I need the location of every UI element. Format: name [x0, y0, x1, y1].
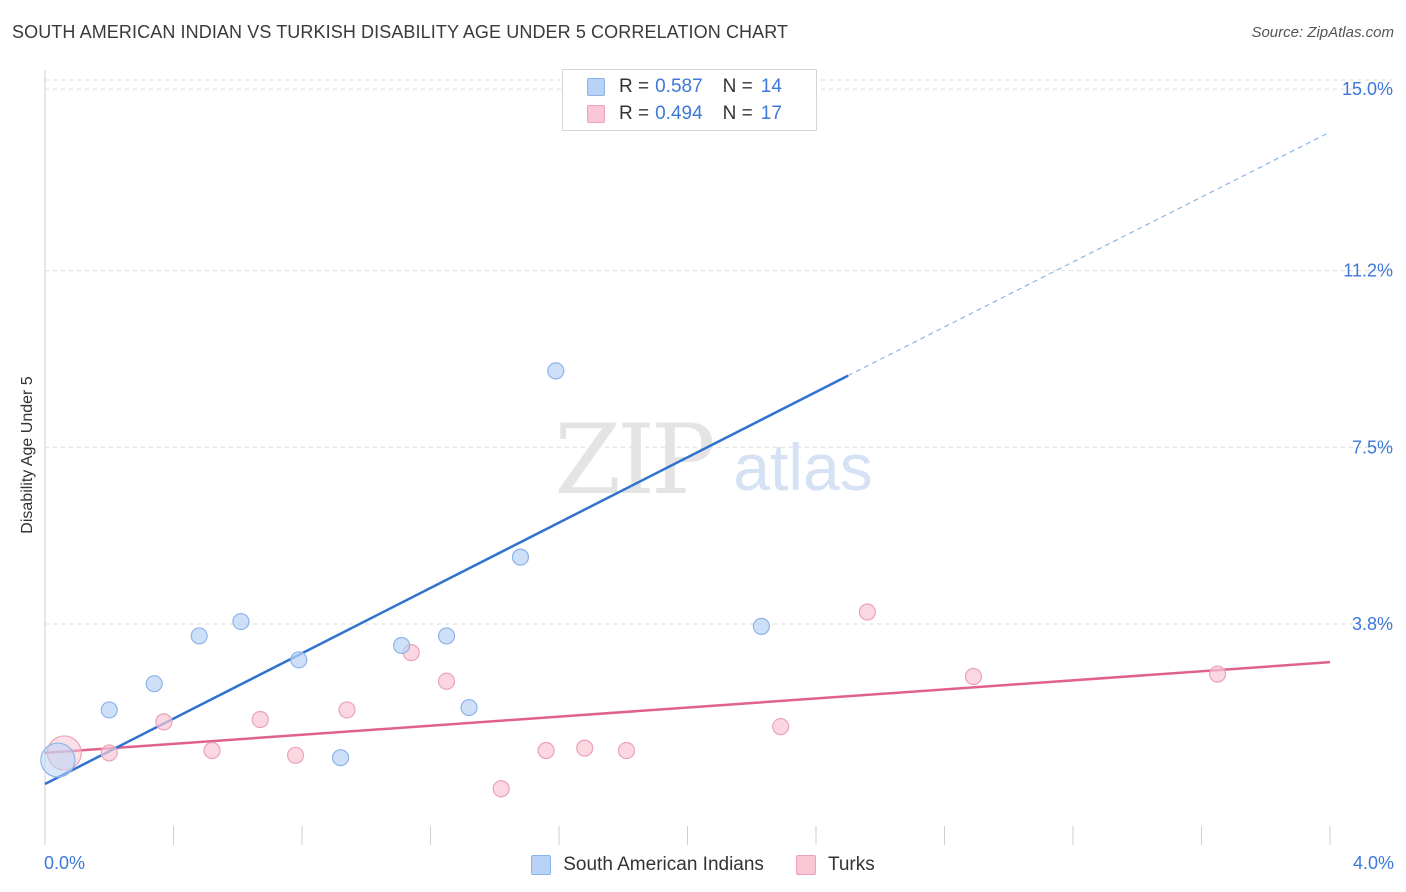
n-label: N =	[722, 76, 753, 97]
n-value: 17	[760, 103, 782, 124]
turks-point	[338, 701, 356, 719]
south-american-indians-point	[40, 742, 76, 778]
south-american-indians-trend-extension	[847, 131, 1331, 377]
turks-point	[100, 744, 118, 762]
legend-row-south-american-indians: R = 0.587 N = 14	[587, 74, 782, 100]
south-american-indians-point	[145, 675, 163, 693]
pink-swatch	[795, 855, 816, 875]
legend-item-south-american-indians: South American Indians	[531, 854, 764, 876]
south-american-indians-trend-line	[44, 374, 849, 786]
legend-label: Turks	[827, 854, 875, 875]
x-tick-label-max: 4.0%	[1352, 853, 1394, 873]
source-credit: Source: ZipAtlas.com	[1251, 24, 1394, 41]
trend-lines	[44, 131, 1331, 786]
south-american-indians-point	[190, 627, 208, 645]
r-label: R =	[619, 76, 650, 97]
turks-point	[492, 780, 510, 798]
pink-swatch	[587, 105, 605, 123]
turks-trend-line	[44, 660, 1331, 755]
turks-point	[155, 713, 173, 731]
watermark: ZIP atlas	[554, 404, 872, 516]
y-tick-label: 3.8%	[1352, 614, 1393, 634]
legend-row-turks: R = 0.494 N = 17	[587, 101, 782, 127]
n-value: 14	[760, 76, 782, 97]
turks-point	[576, 739, 594, 757]
south-american-indians-point	[752, 617, 770, 635]
data-points	[40, 90, 1227, 798]
r-value: 0.494	[655, 103, 703, 124]
watermark-atlas: atlas	[733, 430, 872, 504]
series-legend: South American Indians Turks	[0, 852, 1406, 878]
turks-point	[858, 603, 877, 621]
turks-point	[617, 741, 636, 760]
r-label: R =	[619, 103, 650, 124]
watermark-zip: ZIP	[554, 404, 713, 516]
turks-point	[964, 667, 983, 686]
blue-swatch	[587, 78, 605, 96]
south-american-indians-point	[232, 612, 250, 631]
blue-swatch	[531, 855, 552, 875]
south-american-indians-point	[331, 749, 350, 767]
legend-item-turks: Turks	[795, 854, 875, 876]
south-american-indians-point	[392, 636, 411, 655]
x-tick-label-min: 0.0%	[44, 853, 86, 873]
turks-point	[437, 672, 456, 690]
south-american-indians-point	[290, 651, 308, 669]
south-american-indians-point	[437, 627, 456, 645]
y-tick-label: 7.5%	[1352, 437, 1393, 457]
south-american-indians-point	[547, 362, 565, 380]
south-american-indians-point	[100, 701, 118, 719]
y-tick-label: 11.2%	[1343, 261, 1393, 281]
legend-label: South American Indians	[563, 854, 764, 875]
n-label: N =	[722, 103, 753, 124]
r-value: 0.587	[655, 76, 703, 97]
south-american-indians-point	[511, 548, 530, 566]
turks-point	[772, 718, 790, 736]
chart-title: SOUTH AMERICAN INDIAN VS TURKISH DISABIL…	[12, 22, 789, 42]
turks-point	[286, 746, 305, 764]
correlation-legend: R = 0.587 N = 14 R = 0.494 N = 17	[562, 69, 817, 131]
turks-point	[1208, 665, 1227, 683]
y-tick-label: 15.0%	[1342, 79, 1393, 99]
turks-point	[251, 710, 269, 729]
turks-point	[203, 741, 221, 760]
grid-layer: 3.8% 7.5% 11.2% 15.0%	[44, 70, 1393, 845]
south-american-indians-point	[460, 698, 478, 717]
turks-point	[537, 741, 555, 760]
